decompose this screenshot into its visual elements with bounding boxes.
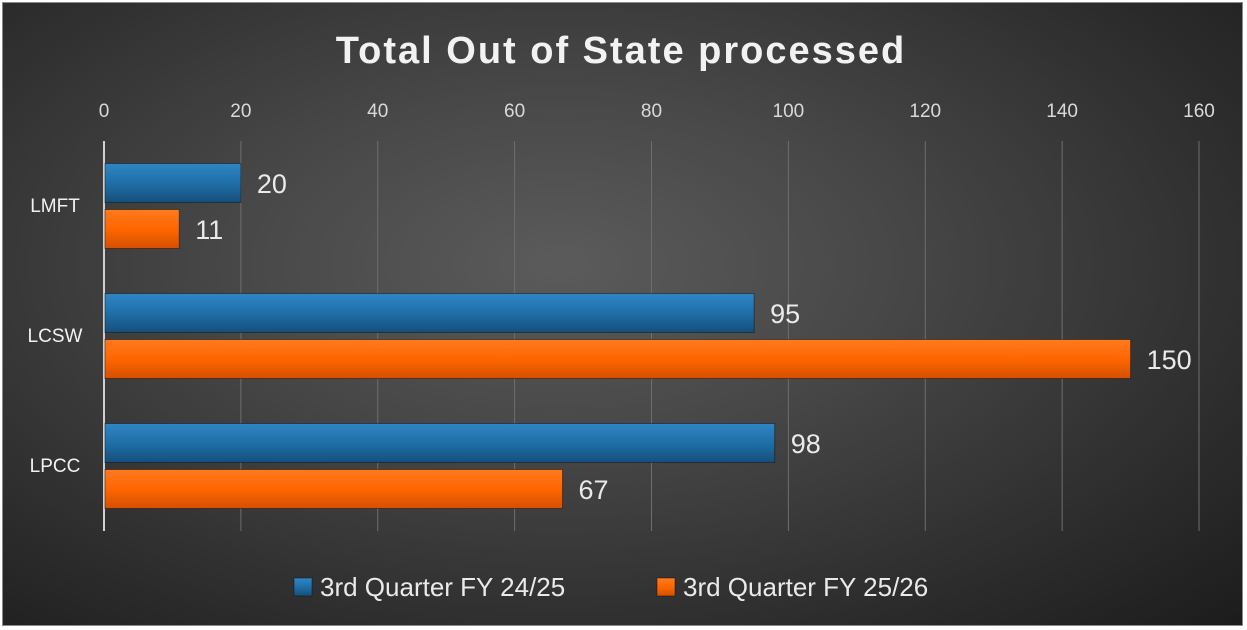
- x-tick-label: 0: [99, 101, 110, 122]
- bar: [104, 293, 755, 333]
- bar: [104, 423, 776, 463]
- data-label: 11: [195, 215, 223, 245]
- x-tick-label: 60: [504, 101, 525, 122]
- legend-swatch: [293, 577, 313, 597]
- bars: [104, 163, 1132, 509]
- data-label: 67: [579, 475, 609, 505]
- data-labels: 20 11 95 150 98 67: [195, 169, 1191, 505]
- data-label: 98: [791, 429, 821, 459]
- x-tick-label: 120: [909, 101, 941, 122]
- legend-label: 3rd Quarter FY 25/26: [683, 572, 928, 602]
- data-label: 95: [770, 299, 800, 329]
- bar: [104, 209, 180, 249]
- bar: [104, 163, 242, 203]
- x-tick-label: 100: [773, 101, 805, 122]
- gridlines: [103, 141, 1200, 531]
- category-label: LCSW: [28, 326, 83, 347]
- legend-swatch: [656, 577, 676, 597]
- category-label: LPCC: [30, 456, 81, 477]
- y-axis-categories: LMFT LCSW LPCC: [28, 196, 83, 477]
- x-tick-label: 140: [1046, 101, 1078, 122]
- legend-label: 3rd Quarter FY 24/25: [320, 572, 565, 602]
- bar: [104, 339, 1132, 379]
- chart-title: Total Out of State processed: [336, 30, 906, 72]
- data-label: 20: [257, 169, 287, 199]
- x-tick-label: 40: [367, 101, 388, 122]
- data-label: 150: [1147, 345, 1192, 375]
- category-label: LMFT: [30, 196, 80, 217]
- legend: 3rd Quarter FY 24/25 3rd Quarter FY 25/26: [293, 572, 928, 602]
- chart-svg: Total Out of State processed 0 20 40 60 80 10…: [28, 30, 1215, 602]
- x-tick-label: 160: [1183, 101, 1215, 122]
- x-axis-ticks: 0 20 40 60 80 100 120 140 160: [99, 101, 1215, 122]
- x-tick-label: 80: [641, 101, 662, 122]
- x-tick-label: 20: [230, 101, 251, 122]
- bar: [104, 469, 564, 509]
